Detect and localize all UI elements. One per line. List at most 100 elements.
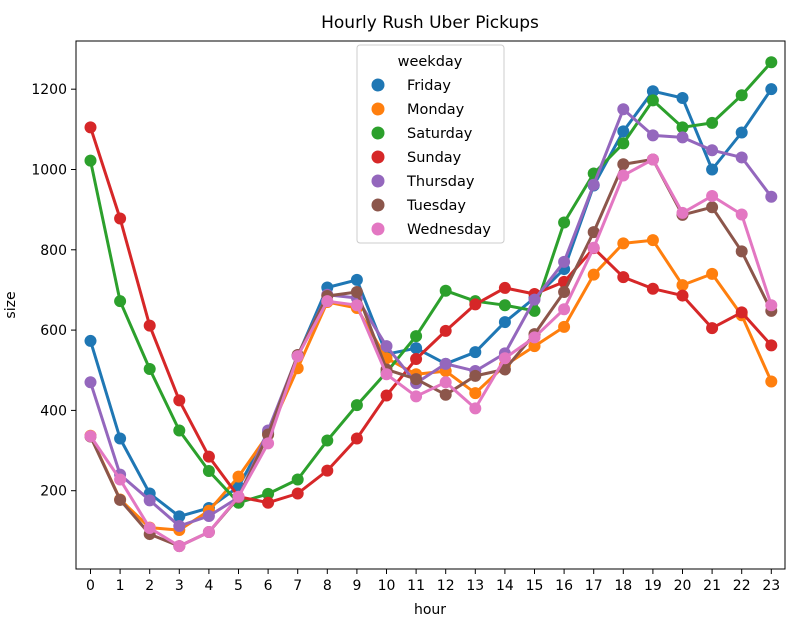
- legend: weekday Friday Monday Saturday Sunday Thursd…: [356, 44, 505, 244]
- data-point: [646, 282, 659, 295]
- data-point: [114, 212, 127, 225]
- data-point: [498, 352, 511, 365]
- data-point: [350, 299, 363, 312]
- data-point: [232, 490, 245, 503]
- data-point: [706, 116, 719, 129]
- data-point: [202, 465, 215, 478]
- data-point: [558, 216, 571, 229]
- data-point: [84, 376, 97, 389]
- legend-marker: [371, 78, 385, 92]
- data-point: [587, 226, 600, 239]
- data-point: [676, 92, 689, 105]
- legend-items: Friday Monday Saturday Sunday Thursday Tuesda…: [371, 78, 491, 238]
- data-point: [528, 331, 541, 344]
- data-point: [676, 121, 689, 134]
- data-point: [498, 316, 511, 329]
- x-tick-label: 6: [264, 578, 273, 594]
- data-point: [469, 369, 482, 382]
- data-point: [350, 432, 363, 445]
- data-point: [173, 520, 186, 533]
- data-point: [321, 464, 334, 477]
- data-point: [558, 285, 571, 298]
- x-tick-label: 13: [466, 578, 484, 594]
- data-point: [765, 190, 778, 203]
- plot-frame: [75, 40, 786, 570]
- series-wednesday: [84, 153, 778, 553]
- data-point: [498, 363, 511, 376]
- data-point: [410, 390, 423, 403]
- data-point: [439, 284, 452, 297]
- x-axis: 0 1 2 3 4 5 6 7 8 9 10 11 12 13 14 15 16 17 18 19 20 21 22 23: [86, 569, 780, 594]
- data-point: [735, 306, 748, 319]
- x-tick-label: 2: [145, 578, 154, 594]
- data-point: [646, 94, 659, 107]
- data-point: [114, 295, 127, 308]
- data-point: [114, 493, 127, 506]
- data-point: [232, 470, 245, 483]
- data-point: [587, 268, 600, 281]
- data-point: [114, 473, 127, 486]
- data-point: [706, 144, 719, 157]
- data-point: [143, 319, 156, 332]
- x-tick-label: 7: [293, 578, 302, 594]
- data-point: [765, 375, 778, 388]
- data-point: [84, 334, 97, 347]
- y-tick-label: 400: [40, 403, 67, 419]
- data-point: [439, 357, 452, 370]
- data-point: [291, 473, 304, 486]
- data-point: [646, 153, 659, 166]
- series-line-saturday: [89, 61, 773, 505]
- chart-title: Hourly Rush Uber Pickups: [321, 13, 539, 33]
- y-tick-label: 200: [40, 484, 67, 500]
- data-point: [646, 85, 659, 98]
- data-point: [646, 234, 659, 247]
- data-point: [262, 487, 275, 500]
- x-tick-label: 8: [323, 578, 332, 594]
- legend-label: Sunday: [407, 150, 462, 166]
- data-point: [350, 285, 363, 298]
- data-point: [380, 340, 393, 353]
- data-point: [617, 237, 630, 250]
- data-point: [706, 267, 719, 280]
- legend-marker: [371, 150, 385, 164]
- legend-marker: [371, 102, 385, 116]
- data-point: [706, 189, 719, 202]
- x-tick-label: 19: [644, 578, 662, 594]
- data-point: [114, 432, 127, 445]
- data-point: [439, 324, 452, 337]
- x-tick-label: 18: [614, 578, 632, 594]
- data-point: [558, 303, 571, 316]
- y-tick-label: 600: [40, 323, 67, 339]
- x-tick-label: 10: [378, 578, 396, 594]
- data-point: [587, 241, 600, 254]
- y-tick-label: 1200: [31, 82, 67, 98]
- data-point: [173, 394, 186, 407]
- data-point: [84, 430, 97, 443]
- data-point: [498, 299, 511, 312]
- data-point: [676, 289, 689, 302]
- data-point: [706, 163, 719, 176]
- data-point: [735, 126, 748, 139]
- data-point: [439, 388, 452, 401]
- data-point: [143, 363, 156, 376]
- data-point: [439, 376, 452, 389]
- legend-marker: [371, 174, 385, 188]
- data-point: [469, 346, 482, 359]
- data-point: [469, 387, 482, 400]
- legend-marker: [371, 126, 385, 140]
- data-point: [262, 437, 275, 450]
- data-point: [617, 103, 630, 116]
- x-tick-label: 9: [352, 578, 361, 594]
- data-point: [706, 201, 719, 214]
- y-axis-label: size: [3, 291, 19, 318]
- data-point: [735, 89, 748, 102]
- data-point: [173, 424, 186, 437]
- series-sunday: [84, 121, 778, 509]
- data-point: [706, 322, 719, 335]
- legend-label: Tuesday: [406, 198, 466, 214]
- data-point: [735, 208, 748, 221]
- x-tick-label: 11: [407, 578, 425, 594]
- data-point: [410, 353, 423, 366]
- x-tick-label: 20: [674, 578, 692, 594]
